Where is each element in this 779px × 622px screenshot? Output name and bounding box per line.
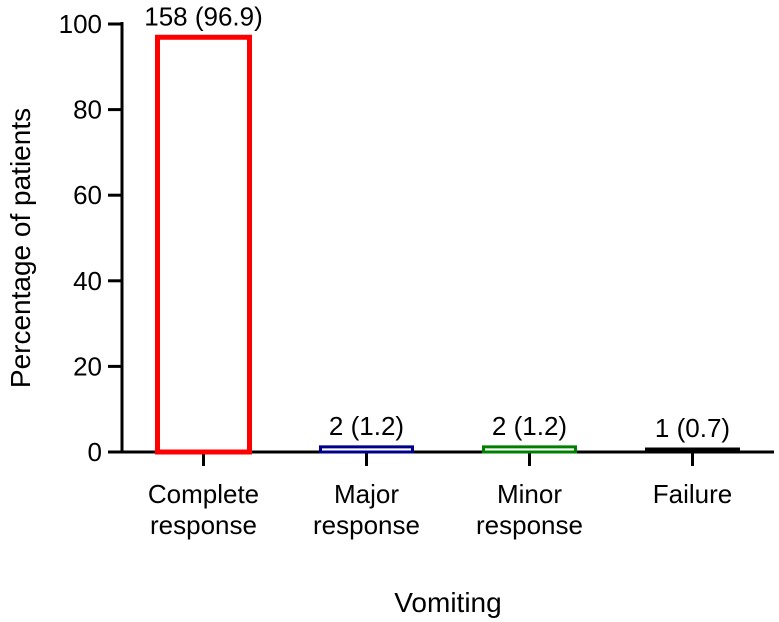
data-label: 158 (96.9) [144, 1, 263, 31]
y-tick-label: 80 [73, 95, 102, 125]
category-labels: Complete response Major response Minor respon… [148, 479, 732, 540]
category-label: Minor response [476, 479, 583, 540]
data-label: 2 (1.2) [329, 411, 404, 441]
y-tick-label: 20 [73, 351, 102, 381]
y-tick-label: 40 [73, 266, 102, 296]
data-labels: 158 (96.9) 2 (1.2) 2 (1.2) 1 (0.7) [144, 1, 730, 443]
bar-complete-response [155, 34, 252, 455]
category-label: Major response [313, 479, 420, 540]
data-label: 2 (1.2) [492, 411, 567, 441]
x-ticks [202, 452, 694, 466]
category-label: Complete response [148, 479, 259, 540]
bar-failure [645, 447, 740, 454]
y-tick-label: 100 [59, 9, 102, 39]
bar-minor-response [482, 445, 577, 454]
y-tick-label: 60 [73, 180, 102, 210]
bars [155, 34, 740, 455]
y-ticks: 0 20 40 60 80 100 [59, 9, 122, 467]
data-label: 1 (0.7) [655, 413, 730, 443]
y-tick-label: 0 [88, 437, 102, 467]
bar-major-response [319, 445, 414, 454]
category-label: Failure [653, 479, 732, 509]
x-axis-title: Vomiting [394, 587, 501, 618]
y-axis-title: Percentage of patients [5, 108, 36, 388]
